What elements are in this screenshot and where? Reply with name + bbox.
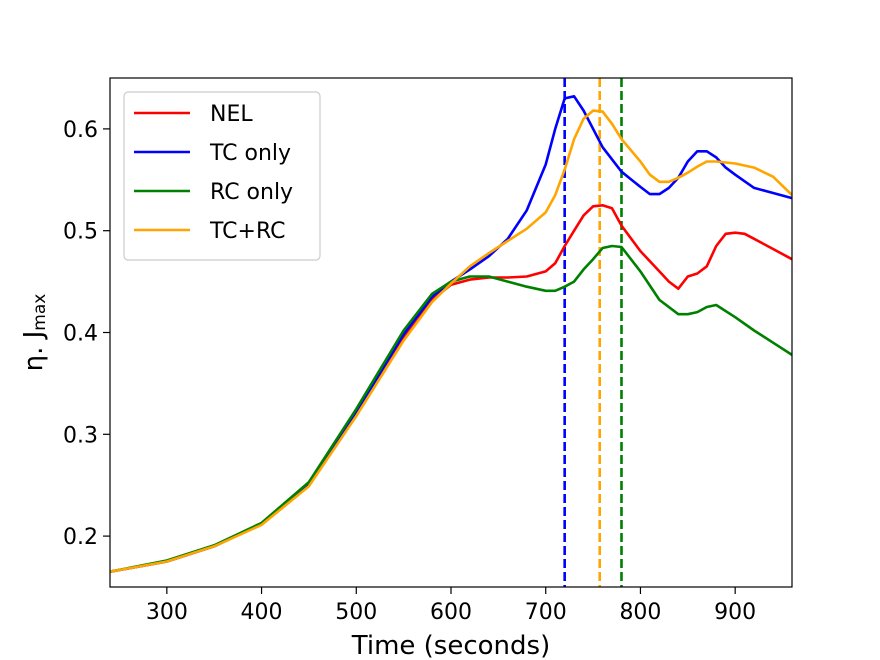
legend-label-tc-only: TC only bbox=[209, 141, 291, 166]
series-line-nel bbox=[109, 204, 793, 573]
y-axis-label-subscript: max bbox=[30, 294, 50, 331]
legend-label-tc-rc: TC+RC bbox=[209, 219, 286, 244]
x-axis-label: Time (seconds) bbox=[351, 631, 550, 660]
x-axis-ticks: 300 400 500 600 700 800 900 bbox=[146, 587, 756, 625]
x-tick-label-500: 500 bbox=[335, 600, 377, 625]
x-tick-label-400: 400 bbox=[241, 600, 283, 625]
y-axis-label-main: η. J bbox=[19, 331, 49, 372]
y-tick-label-0.2: 0.2 bbox=[63, 525, 98, 550]
legend: NEL TC only RC only TC+RC bbox=[123, 91, 321, 261]
y-tick-label-0.6: 0.6 bbox=[63, 118, 98, 143]
series-line-tc-rc bbox=[109, 109, 793, 573]
reference-lines bbox=[563, 78, 623, 587]
legend-label-rc-only: RC only bbox=[210, 180, 293, 205]
y-axis-ticks: 0.2 0.3 0.4 0.5 0.6 bbox=[63, 118, 110, 550]
x-tick-label-300: 300 bbox=[146, 600, 188, 625]
x-tick-label-600: 600 bbox=[430, 600, 472, 625]
x-tick-label-900: 900 bbox=[714, 600, 756, 625]
legend-label-nel: NEL bbox=[210, 102, 253, 127]
y-tick-label-0.3: 0.3 bbox=[63, 423, 98, 448]
y-axis-label: η. Jmax bbox=[19, 294, 50, 372]
series-line-rc-only bbox=[109, 244, 793, 573]
x-tick-label-800: 800 bbox=[619, 600, 661, 625]
x-tick-label-700: 700 bbox=[525, 600, 567, 625]
y-tick-label-0.5: 0.5 bbox=[63, 220, 98, 245]
y-tick-label-0.4: 0.4 bbox=[63, 322, 98, 347]
series-lines bbox=[109, 95, 793, 573]
legend-box bbox=[123, 91, 321, 261]
series-line-tc-only bbox=[109, 95, 793, 573]
